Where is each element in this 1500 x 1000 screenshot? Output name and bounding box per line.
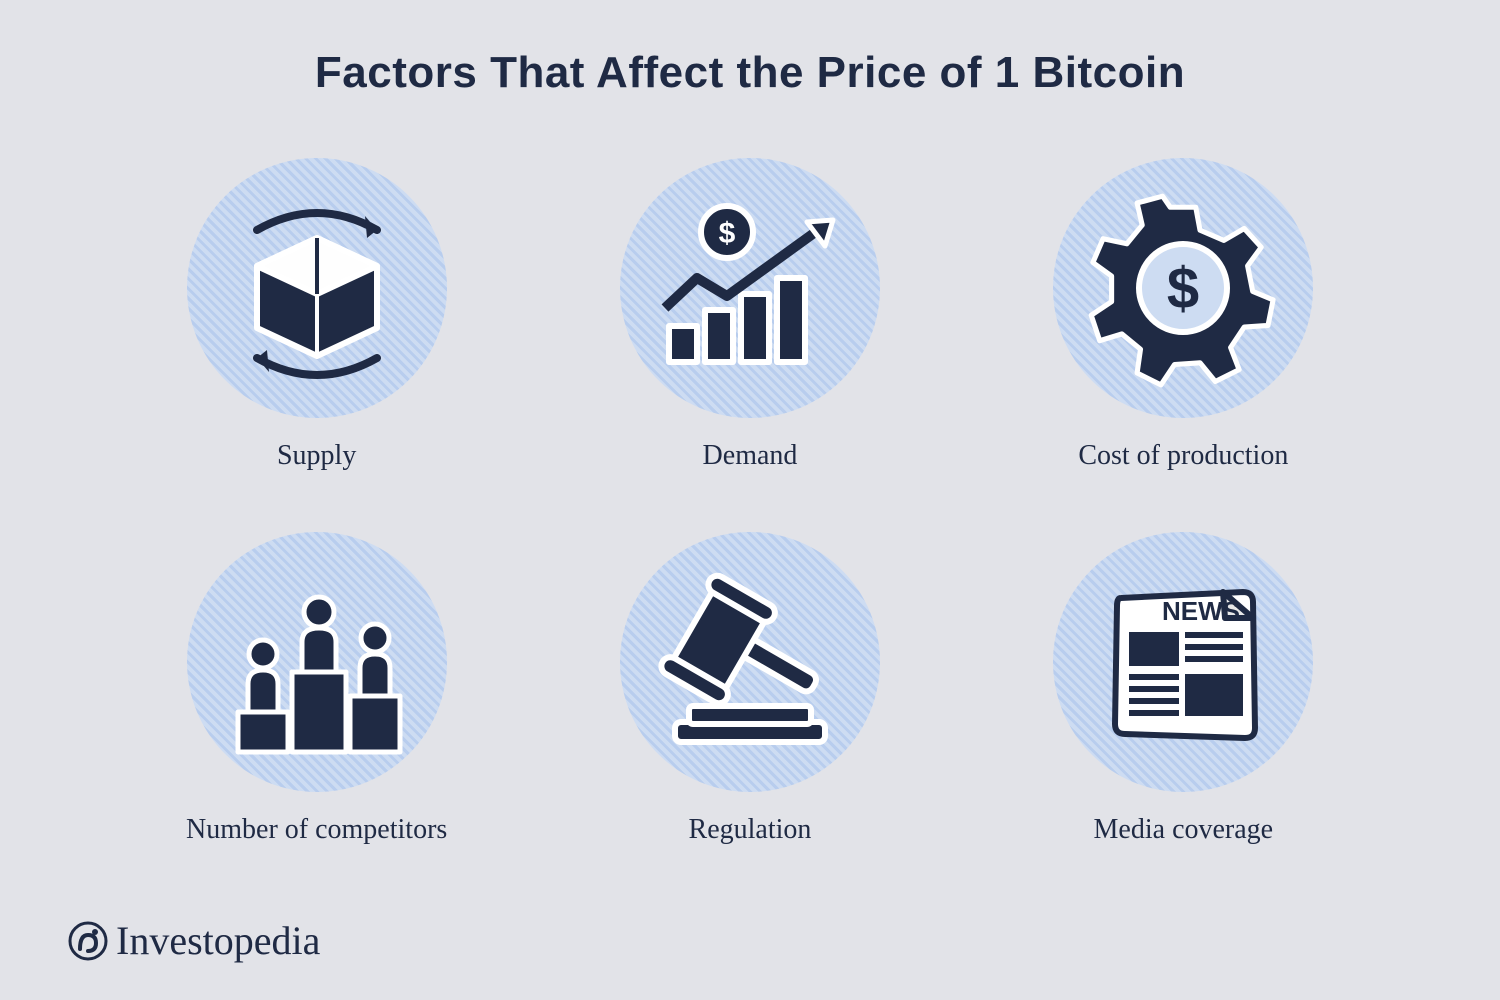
infographic-title: Factors That Affect the Price of 1 Bitco…	[0, 0, 1500, 98]
factor-circle	[187, 158, 447, 418]
factor-label: Regulation	[689, 814, 812, 846]
factor-label: Media coverage	[1094, 814, 1274, 846]
brand-logo-icon	[68, 921, 108, 961]
svg-text:NEWS: NEWS	[1162, 596, 1240, 626]
factor-label: Number of competitors	[186, 814, 447, 846]
factor-circle	[187, 532, 447, 792]
box-arrows-icon	[217, 188, 417, 388]
chart-up-dollar-icon: $	[645, 188, 855, 388]
svg-text:$: $	[719, 217, 736, 250]
factor-supply: Supply	[187, 158, 447, 472]
factors-grid: Supply $ Demand	[0, 98, 1500, 846]
gavel-icon	[645, 562, 855, 762]
factor-media: NEWS Media coverage	[1053, 532, 1313, 846]
brand-name: Investopedia	[116, 917, 320, 964]
factor-label: Supply	[277, 440, 356, 472]
factor-competitors: Number of competitors	[186, 532, 447, 846]
factor-regulation: Regulation	[620, 532, 880, 846]
svg-text:$: $	[1167, 256, 1199, 321]
factor-label: Demand	[703, 440, 798, 472]
attribution: Investopedia	[68, 917, 320, 964]
factor-cost: $ Cost of production	[1053, 158, 1313, 472]
podium-people-icon	[212, 562, 422, 762]
factor-circle: $	[620, 158, 880, 418]
newspaper-icon: NEWS	[1083, 562, 1283, 762]
factor-demand: $ Demand	[620, 158, 880, 472]
factor-circle	[620, 532, 880, 792]
gear-dollar-icon: $	[1078, 183, 1288, 393]
factor-label: Cost of production	[1078, 440, 1288, 472]
factor-circle: $	[1053, 158, 1313, 418]
factor-circle: NEWS	[1053, 532, 1313, 792]
